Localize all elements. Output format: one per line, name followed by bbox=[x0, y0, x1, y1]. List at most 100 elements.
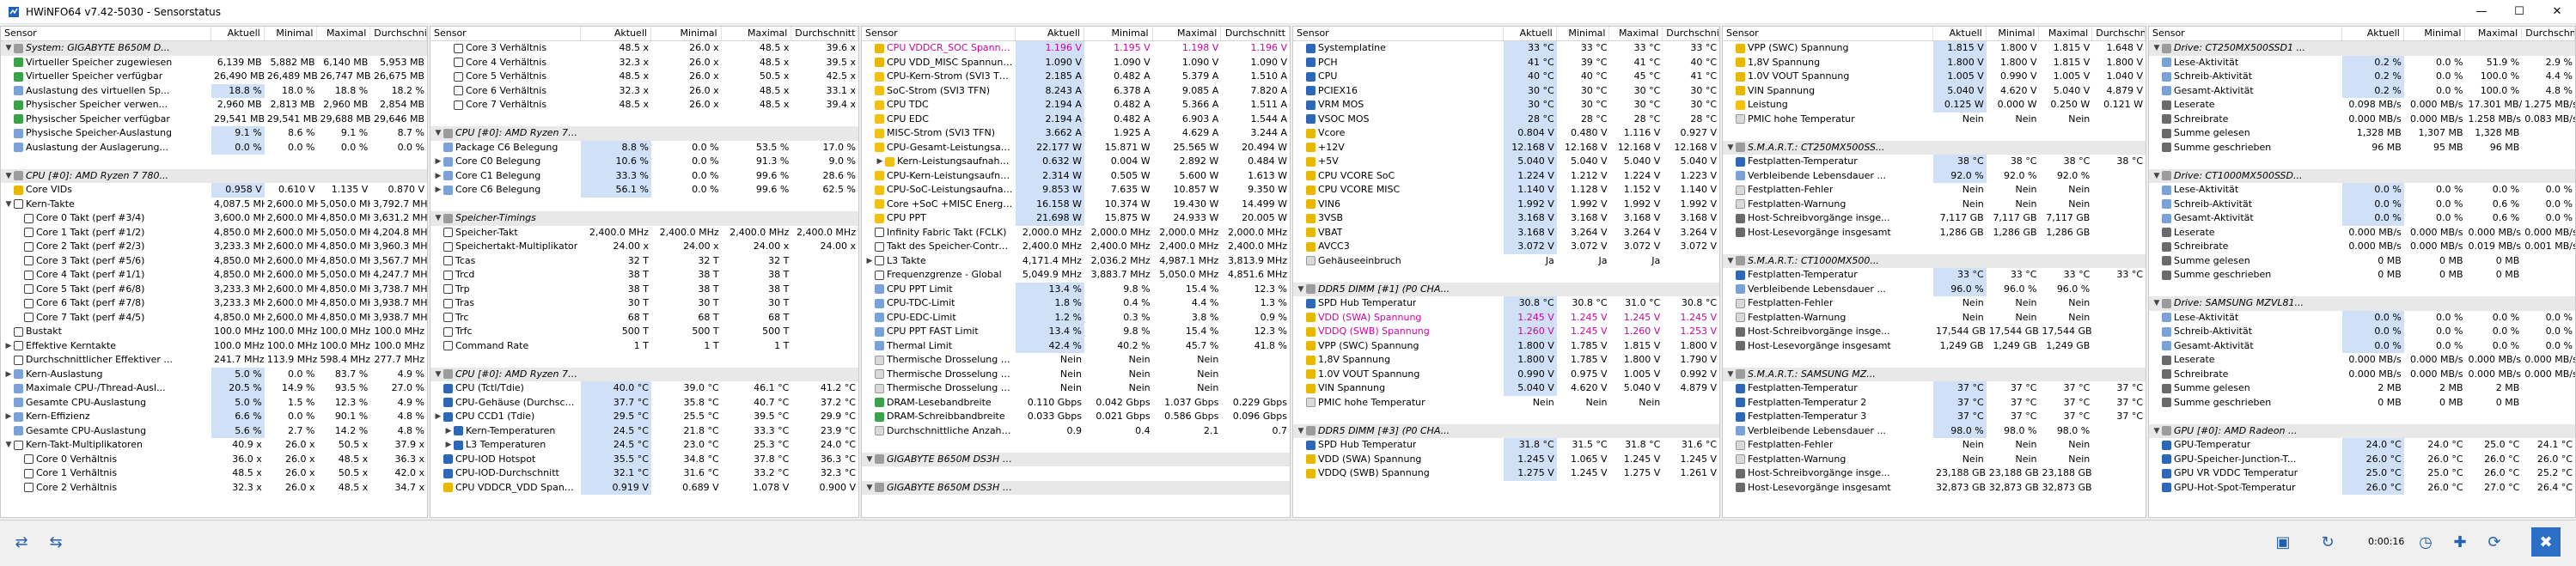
sensor-row[interactable]: Core 0 Verhältnis 36.0 x 26.0 x 48.5 x 36.3 … bbox=[1, 453, 427, 467]
sensor-row[interactable]: Core 7 Takt (perf #4/5) 4,850.0 MHz2,600.… bbox=[1, 311, 427, 326]
sensor-row[interactable]: Speichertakt-Multiplikator 24.00 x 24.00 x… bbox=[430, 240, 858, 254]
sensor-row[interactable]: CPU EDC 2.194 A 0.482 A 6.903 A 1.544 A bbox=[862, 112, 1290, 126]
expand-toggle-icon[interactable]: ▶ bbox=[435, 186, 442, 194]
sensor-row[interactable]: CPU VCORE MISC 1.140 V 1.128 V 1.152 V 1.140… bbox=[1293, 183, 1719, 198]
expand-toggle-icon[interactable]: ▼ bbox=[1727, 256, 1734, 265]
column-header-maximal[interactable]: Maximal bbox=[722, 27, 792, 40]
arrows-left-icon[interactable]: ⇄ bbox=[15, 533, 28, 551]
sensor-row[interactable]: Leistung 0.125 W 0.000 W 0.250 W 0.121 W bbox=[1723, 98, 2146, 113]
sensor-row[interactable]: ▶ Kern-Leistungsaufnahmen 0.632 W 0.004 W 2.… bbox=[862, 155, 1290, 169]
expand-toggle-icon[interactable]: ▼ bbox=[1297, 284, 1304, 294]
sensor-row[interactable]: ▶ Kern-Auslastung 5.0 % 0.0 % 83.7 % 4.9 % bbox=[1, 367, 427, 381]
expand-toggle-icon[interactable]: ▶ bbox=[876, 157, 883, 166]
sensor-row[interactable]: VSOC MOS 28 °C 28 °C 28 °C 28 °C bbox=[1293, 112, 1719, 126]
sensor-row[interactable]: VPP (SWC) Spannung 1.800 V 1.785 V 1.815 V 1… bbox=[1293, 338, 1719, 353]
sensor-row[interactable]: Gesamt-Aktivität 0.0 % 0.0 % 0.0 % 0.0 % bbox=[2149, 338, 2575, 353]
sensor-row[interactable]: CPU-IOD-Durchschnitt 32.1 °C 31.6 °C 33.2 °… bbox=[430, 466, 858, 481]
sensor-row[interactable]: CPU PPT Limit 13.4 % 9.8 % 15.4 % 12.3 % bbox=[862, 282, 1290, 296]
column-header-minimal[interactable]: Minimal bbox=[265, 27, 318, 40]
sensor-row[interactable]: CPU (Tctl/Tdie) 40.0 °C 39.0 °C 46.1 °C 41.2… bbox=[430, 381, 858, 396]
sensor-row[interactable]: Command Rate 1 T 1 T 1 T bbox=[430, 339, 858, 354]
sensor-row[interactable]: Core 5 Verhältnis 48.5 x 26.0 x 50.5 x 42.5 … bbox=[430, 70, 858, 84]
sensor-row[interactable]: Verbleibende Lebensdauer ... 96.0 % 96.0 %… bbox=[1723, 282, 2146, 296]
sensor-row[interactable]: ▶ L3 Temperaturen 24.5 °C 23.0 °C 25.3 °C 24.… bbox=[430, 438, 858, 453]
sensor-group-header[interactable]: ▼ Drive: SAMSUNG MZVL81... bbox=[2149, 296, 2575, 311]
column-header-aktuell[interactable]: Aktuell bbox=[1933, 27, 1987, 40]
expand-toggle-icon[interactable]: ▼ bbox=[2153, 171, 2160, 180]
expand-toggle-icon[interactable]: ▼ bbox=[435, 369, 442, 379]
sensor-row[interactable]: Verbleibende Lebensdauer ... 92.0 % 92.0 %… bbox=[1723, 168, 2146, 183]
sensor-row[interactable]: Schreib-Aktivität 0.2 % 0.0 % 100.0 % 4.4 % bbox=[2149, 70, 2575, 84]
expand-toggle-icon[interactable]: ▼ bbox=[866, 454, 873, 464]
sensor-row[interactable]: Auslastung der Auslagerung... 0.0 % 0.0 % 0… bbox=[1, 140, 427, 155]
sensor-row[interactable]: ▶ CPU CCD1 (Tdie) 29.5 °C 25.5 °C 39.5 °C 29.… bbox=[430, 410, 858, 424]
sensor-row[interactable]: Host-Lesevorgänge insgesamt 32,873 GB 32,8… bbox=[1723, 481, 2146, 496]
column-header-maximal[interactable]: Maximal bbox=[2039, 27, 2093, 40]
sensor-row[interactable]: CPU-Gehäuse (Durchschn... 37.7 °C 35.8 °C 4… bbox=[430, 395, 858, 410]
sensor-row[interactable]: Thermal Limit 42.4 % 40.2 % 45.7 % 41.8 % bbox=[862, 338, 1290, 353]
column-header-durchschnitt[interactable]: Durchschnitt bbox=[2092, 27, 2146, 40]
sensor-row[interactable]: Festplatten-Temperatur 33 °C 33 °C 33 °C 33 … bbox=[1723, 268, 2146, 283]
sensor-row[interactable]: MISC-Strom (SVI3 TFN) 3.662 A 1.925 A 4.629… bbox=[862, 126, 1290, 141]
column-header-sensor[interactable]: Sensor bbox=[1293, 27, 1504, 40]
sensor-row[interactable]: Maximale CPU-/Thread-Ausl... 20.5 % 14.9 %… bbox=[1, 381, 427, 396]
sensor-row[interactable]: Core 6 Verhältnis 32.3 x 26.0 x 48.5 x 33.1 … bbox=[430, 84, 858, 99]
maximize-button[interactable]: ☐ bbox=[2514, 5, 2524, 18]
sensor-row[interactable]: Lese-Aktivität 0.0 % 0.0 % 0.0 % 0.0 % bbox=[2149, 183, 2575, 198]
column-header-durchschnitt[interactable]: Durchschnitt bbox=[1221, 27, 1290, 40]
sensor-row[interactable]: PCH 41 °C 39 °C 41 °C 40 °C bbox=[1293, 55, 1719, 70]
sensor-row[interactable]: Host-Schreibvorgänge insge... 7,117 GB 7,1… bbox=[1723, 211, 2146, 226]
minimize-button[interactable]: — bbox=[2475, 5, 2487, 18]
sensor-row[interactable]: Summe geschrieben 0 MB 0 MB 0 MB bbox=[2149, 396, 2575, 411]
sensor-row[interactable]: PMIC hohe Temperatur Nein Nein Nein bbox=[1723, 113, 2146, 127]
sensor-row[interactable]: PMIC hohe Temperatur Nein Nein Nein bbox=[1293, 396, 1719, 411]
sensor-row[interactable]: Virtueller Speicher zugewiesen 6,139 MB 5,… bbox=[1, 56, 427, 70]
network-icon[interactable]: ▣ bbox=[2275, 533, 2291, 551]
column-header-maximal[interactable]: Maximal bbox=[1153, 27, 1222, 40]
sensor-row[interactable]: GPU VR VDDC Temperatur 25.0 °C 25.0 °C 26.0… bbox=[2149, 466, 2575, 481]
expand-toggle-icon[interactable]: ▶ bbox=[5, 412, 12, 421]
sensor-row[interactable]: VDDQ (SWB) Spannung 1.275 V 1.245 V 1.275 V… bbox=[1293, 466, 1719, 481]
sensor-row[interactable]: Festplatten-Temperatur 3 37 °C 37 °C 37 °C 3… bbox=[1723, 410, 2146, 424]
sensor-group-header[interactable]: ▼ GIGABYTE B650M DS3H (ITE ... bbox=[862, 480, 1290, 495]
sensor-row[interactable]: SPD Hub Temperatur 30.8 °C 30.8 °C 31.0 °C 3… bbox=[1293, 296, 1719, 311]
sensor-row[interactable]: GPU-Speicher-Junction-T... 26.0 °C 26.0 °C… bbox=[2149, 452, 2575, 466]
sensor-row[interactable]: Summe geschrieben 96 MB 95 MB 96 MB bbox=[2149, 141, 2575, 155]
sensor-row[interactable]: Gesamt-Aktivität 0.2 % 0.0 % 100.0 % 4.8 % bbox=[2149, 83, 2575, 98]
sensor-row[interactable]: Core 1 Takt (perf #1/2) 4,850.0 MHz2,600.… bbox=[1, 226, 427, 240]
expand-toggle-icon[interactable]: ▶ bbox=[5, 369, 12, 379]
sensor-row[interactable]: Thermische Drosselung (PRO... Nein Nein Nei… bbox=[862, 368, 1290, 382]
sensor-row[interactable]: Auslastung des virtuellen Sp... 18.8 % 18.… bbox=[1, 83, 427, 98]
exit-icon[interactable]: ✖ bbox=[2531, 527, 2561, 557]
sensor-group-header[interactable]: ▼ CPU [#0]: AMD Ryzen 7 ... bbox=[430, 126, 858, 141]
sensor-row[interactable]: Tras 30 T 30 T 30 T bbox=[430, 296, 858, 311]
column-header-maximal[interactable]: Maximal bbox=[1609, 27, 1663, 40]
column-header-aktuell[interactable]: Aktuell bbox=[1504, 27, 1557, 40]
sensor-row[interactable]: Schreibrate 0.000 MB/s 0.000 MB/s 0.000 MB/… bbox=[2149, 368, 2575, 382]
sensor-row[interactable]: Durchschnittliche Anzahl akti... 0.9 0.4 2.… bbox=[862, 424, 1290, 439]
expand-toggle-icon[interactable]: ▶ bbox=[435, 412, 442, 421]
sensor-row[interactable]: VDD (SWA) Spannung 1.245 V 1.065 V 1.245 V 1… bbox=[1293, 452, 1719, 466]
sensor-row[interactable]: Core 4 Verhältnis 32.3 x 26.0 x 48.5 x 39.5 … bbox=[430, 56, 858, 70]
sensor-row[interactable]: CPU-IOD Hotspot 35.5 °C 34.8 °C 37.8 °C 36.3… bbox=[430, 452, 858, 466]
sensor-row[interactable]: 1,8V Spannung 1.800 V 1.785 V 1.800 V 1.790 … bbox=[1293, 353, 1719, 368]
sensor-row[interactable]: Gehäuseeinbruch Ja Ja Ja bbox=[1293, 254, 1719, 269]
sensor-row[interactable]: CPU-Gesamt-Leistungsaufna...22.177 W 15.8… bbox=[862, 140, 1290, 155]
sensor-group-header[interactable]: ▼ Drive: CT1000MX500SSD... bbox=[2149, 168, 2575, 183]
sensor-row[interactable]: Festplatten-Warnung Nein Nein Nein bbox=[1723, 311, 2146, 326]
column-header-maximal[interactable]: Maximal bbox=[317, 27, 371, 40]
sensor-row[interactable]: ▼ Kern-Takt-Multiplikatoren 40.9 x 26.0 x 50… bbox=[1, 438, 427, 453]
expand-toggle-icon[interactable]: ▶ bbox=[435, 157, 442, 166]
sensor-row[interactable]: DRAM-Schreibbandbreite 0.033 Gbps 0.021 Gb… bbox=[862, 410, 1290, 424]
sensor-row[interactable]: 1.0V VOUT Spannung 1.005 V 0.990 V 1.005 V 1… bbox=[1723, 70, 2146, 84]
sensor-row[interactable]: Core 7 Verhältnis 48.5 x 26.0 x 48.5 x 39.4 … bbox=[430, 98, 858, 113]
sensor-row[interactable]: CPU-Kern-Strom (SVI3 TFN) 2.185 A 0.482 A 5… bbox=[862, 70, 1290, 84]
sensor-row[interactable]: Leserate 0.098 MB/s 0.000 MB/s 17.301 MB/s 1… bbox=[2149, 98, 2575, 113]
sensor-row[interactable]: Frequenzgrenze - Global 5,049.9 MHz 3,883.… bbox=[862, 268, 1290, 283]
sensor-row[interactable]: Core +SoC +MISC Energiever...16.158 W 10.… bbox=[862, 197, 1290, 211]
sensor-row[interactable]: Gesamte CPU-Auslastung 5.6 % 2.7 % 14.2 % 4.… bbox=[1, 423, 427, 438]
sensor-row[interactable]: Gesamt-Aktivität 0.0 % 0.0 % 0.6 % 0.0 % bbox=[2149, 211, 2575, 226]
sensor-row[interactable]: Host-Schreibvorgänge insge... 23,188 GB 23… bbox=[1723, 466, 2146, 481]
column-header-sensor[interactable]: Sensor bbox=[1723, 27, 1933, 40]
sensor-row[interactable]: Summe gelesen 2 MB 2 MB 2 MB bbox=[2149, 381, 2575, 396]
